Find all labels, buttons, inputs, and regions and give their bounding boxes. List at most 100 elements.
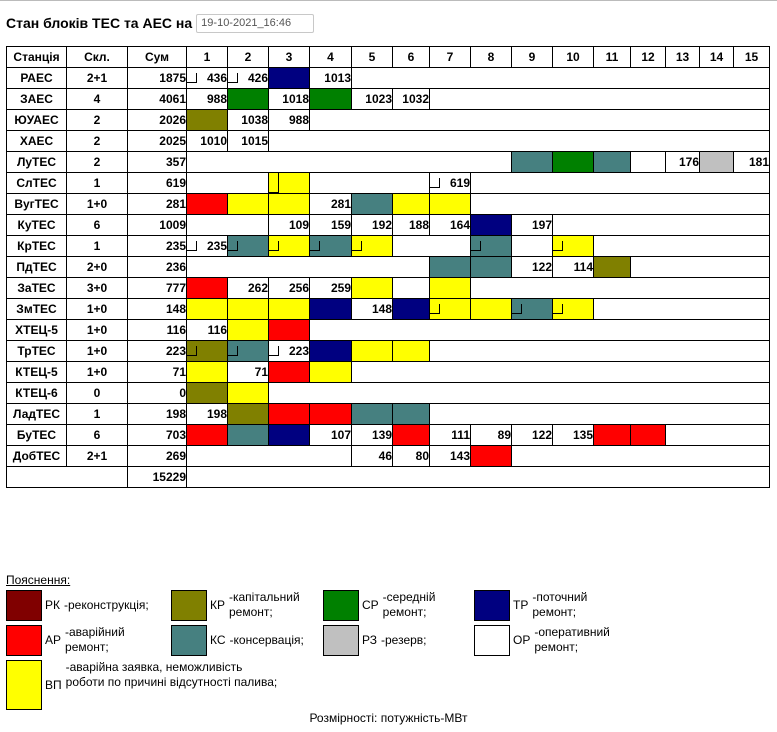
unit-cell: 109 xyxy=(268,214,310,236)
legend-tr: ТР -поточний ремонт; xyxy=(474,590,634,621)
station-name: ХТЕЦ-5 xyxy=(6,319,67,341)
legend-or: ОР -оперативний ремонт; xyxy=(474,625,634,656)
table-row: ЗАЕС 4 4061 988 1018 1023 1032 xyxy=(6,88,770,110)
station-config: 1+0 xyxy=(66,319,128,341)
station-sum: 357 xyxy=(127,151,187,173)
unit-cell xyxy=(268,235,310,257)
station-config: 1+0 xyxy=(66,298,128,320)
unit-cell: 148 xyxy=(351,298,393,320)
unit-cell xyxy=(309,403,352,425)
col-header: 9 xyxy=(511,46,553,68)
unit-cell: 223 xyxy=(268,340,310,362)
unit-cell: 116 xyxy=(186,319,228,341)
station-sum: 235 xyxy=(127,235,187,257)
unit-cell: 198 xyxy=(186,403,228,425)
unit-cell xyxy=(392,403,430,425)
table-row: ДобТЕС 2+1 269 46 80 143 xyxy=(6,445,770,467)
station-name: СлТЕС xyxy=(6,172,67,194)
legend-swatch xyxy=(323,625,359,656)
station-config: 2 xyxy=(66,130,128,152)
legend-swatch xyxy=(323,590,359,621)
station-name: ЛуТЕС xyxy=(6,151,67,173)
unit-cell: 80 xyxy=(392,445,430,467)
station-sum: 1875 xyxy=(127,67,187,89)
unit-cell: 107 xyxy=(309,424,352,446)
unit-cell xyxy=(227,403,269,425)
station-name: ЗмТЕС xyxy=(6,298,67,320)
table-row: ПдТЕС 2+0 236 122 114 xyxy=(6,256,770,278)
unit-cell: 122 xyxy=(511,256,553,278)
legend-swatch xyxy=(171,625,207,656)
unit-cell xyxy=(429,277,471,299)
table-row: КуТЕС 6 1009 109 159 192 188 164 197 xyxy=(6,214,770,236)
unit-cell xyxy=(552,151,594,173)
unit-marker xyxy=(512,304,522,314)
unit-cell xyxy=(186,340,228,362)
unit-cell xyxy=(429,298,471,320)
unit-cell: 89 xyxy=(470,424,512,446)
legend-swatch xyxy=(171,590,207,621)
unit-cell: 46 xyxy=(351,445,393,467)
unit-cell xyxy=(511,151,553,173)
station-name: ЗАЕС xyxy=(6,88,67,110)
unit-cell: 1013 xyxy=(309,67,352,89)
unit-cell xyxy=(227,235,269,257)
unit-marker xyxy=(187,73,197,83)
unit-cell: 188 xyxy=(392,214,430,236)
legend-sr: СР -середній ремонт; xyxy=(323,590,473,621)
unit-cell: 1010 xyxy=(186,130,228,152)
station-config: 1 xyxy=(66,403,128,425)
legend-ar: АР -аварійний ремонт; xyxy=(6,625,168,656)
unit-cell xyxy=(309,361,352,383)
station-name: ЗаТЕС xyxy=(6,277,67,299)
unit-cell: 1038 xyxy=(227,109,269,131)
unit-cell: 139 xyxy=(351,424,393,446)
unit-cell xyxy=(351,193,393,215)
unit-cell xyxy=(309,235,352,257)
unit-cell: 259 xyxy=(309,277,352,299)
col-header: 7 xyxy=(429,46,471,68)
station-name: КрТЕС xyxy=(6,235,67,257)
unit-cell xyxy=(186,193,228,215)
col-header: Станція xyxy=(6,46,67,68)
legend-rk: РК -реконструкція; xyxy=(6,590,168,621)
col-header: 13 xyxy=(665,46,700,68)
unit-cell: 1023 xyxy=(351,88,393,110)
station-config: 2 xyxy=(66,109,128,131)
station-name: КуТЕС xyxy=(6,214,67,236)
station-config: 1+0 xyxy=(66,193,128,215)
table-row: КрТЕС 1 235 235 xyxy=(6,235,770,257)
unit-cell xyxy=(268,298,310,320)
page-title: Стан блоків ТЕС та АЕС на xyxy=(6,15,193,31)
unit-cell: 197 xyxy=(511,214,553,236)
unit-cell: 114 xyxy=(552,256,594,278)
station-sum: 703 xyxy=(127,424,187,446)
unit-marker xyxy=(228,346,238,356)
unit-cell: 135 xyxy=(552,424,594,446)
unit-marker xyxy=(553,241,563,251)
unit-cell xyxy=(552,235,594,257)
col-header: 15 xyxy=(733,46,770,68)
unit-cell xyxy=(186,361,228,383)
top-divider xyxy=(0,0,777,5)
station-config: 2+1 xyxy=(66,67,128,89)
unit-cell: 256 xyxy=(268,277,310,299)
station-config: 3+0 xyxy=(66,277,128,299)
station-config: 2+0 xyxy=(66,256,128,278)
unit-cell: 235 xyxy=(186,235,228,257)
table-header-row: Станція Скл. Сум 1 2 3 4 5 6 7 8 9 10 11… xyxy=(6,46,770,68)
station-config: 2+1 xyxy=(66,445,128,467)
unit-cell xyxy=(470,445,512,467)
unit-cell xyxy=(309,340,352,362)
date-input[interactable] xyxy=(196,13,315,33)
station-sum: 0 xyxy=(127,382,187,404)
table-row: КТЕЦ-5 1+0 71 71 xyxy=(6,361,770,383)
unit-cell xyxy=(392,340,430,362)
unit-cell: 281 xyxy=(309,193,352,215)
unit-cell xyxy=(309,298,352,320)
unit-cell xyxy=(699,151,734,173)
unit-cell: 262 xyxy=(227,277,269,299)
unit-cell xyxy=(630,424,666,446)
col-header: 6 xyxy=(392,46,430,68)
unit-cell: 159 xyxy=(309,214,352,236)
